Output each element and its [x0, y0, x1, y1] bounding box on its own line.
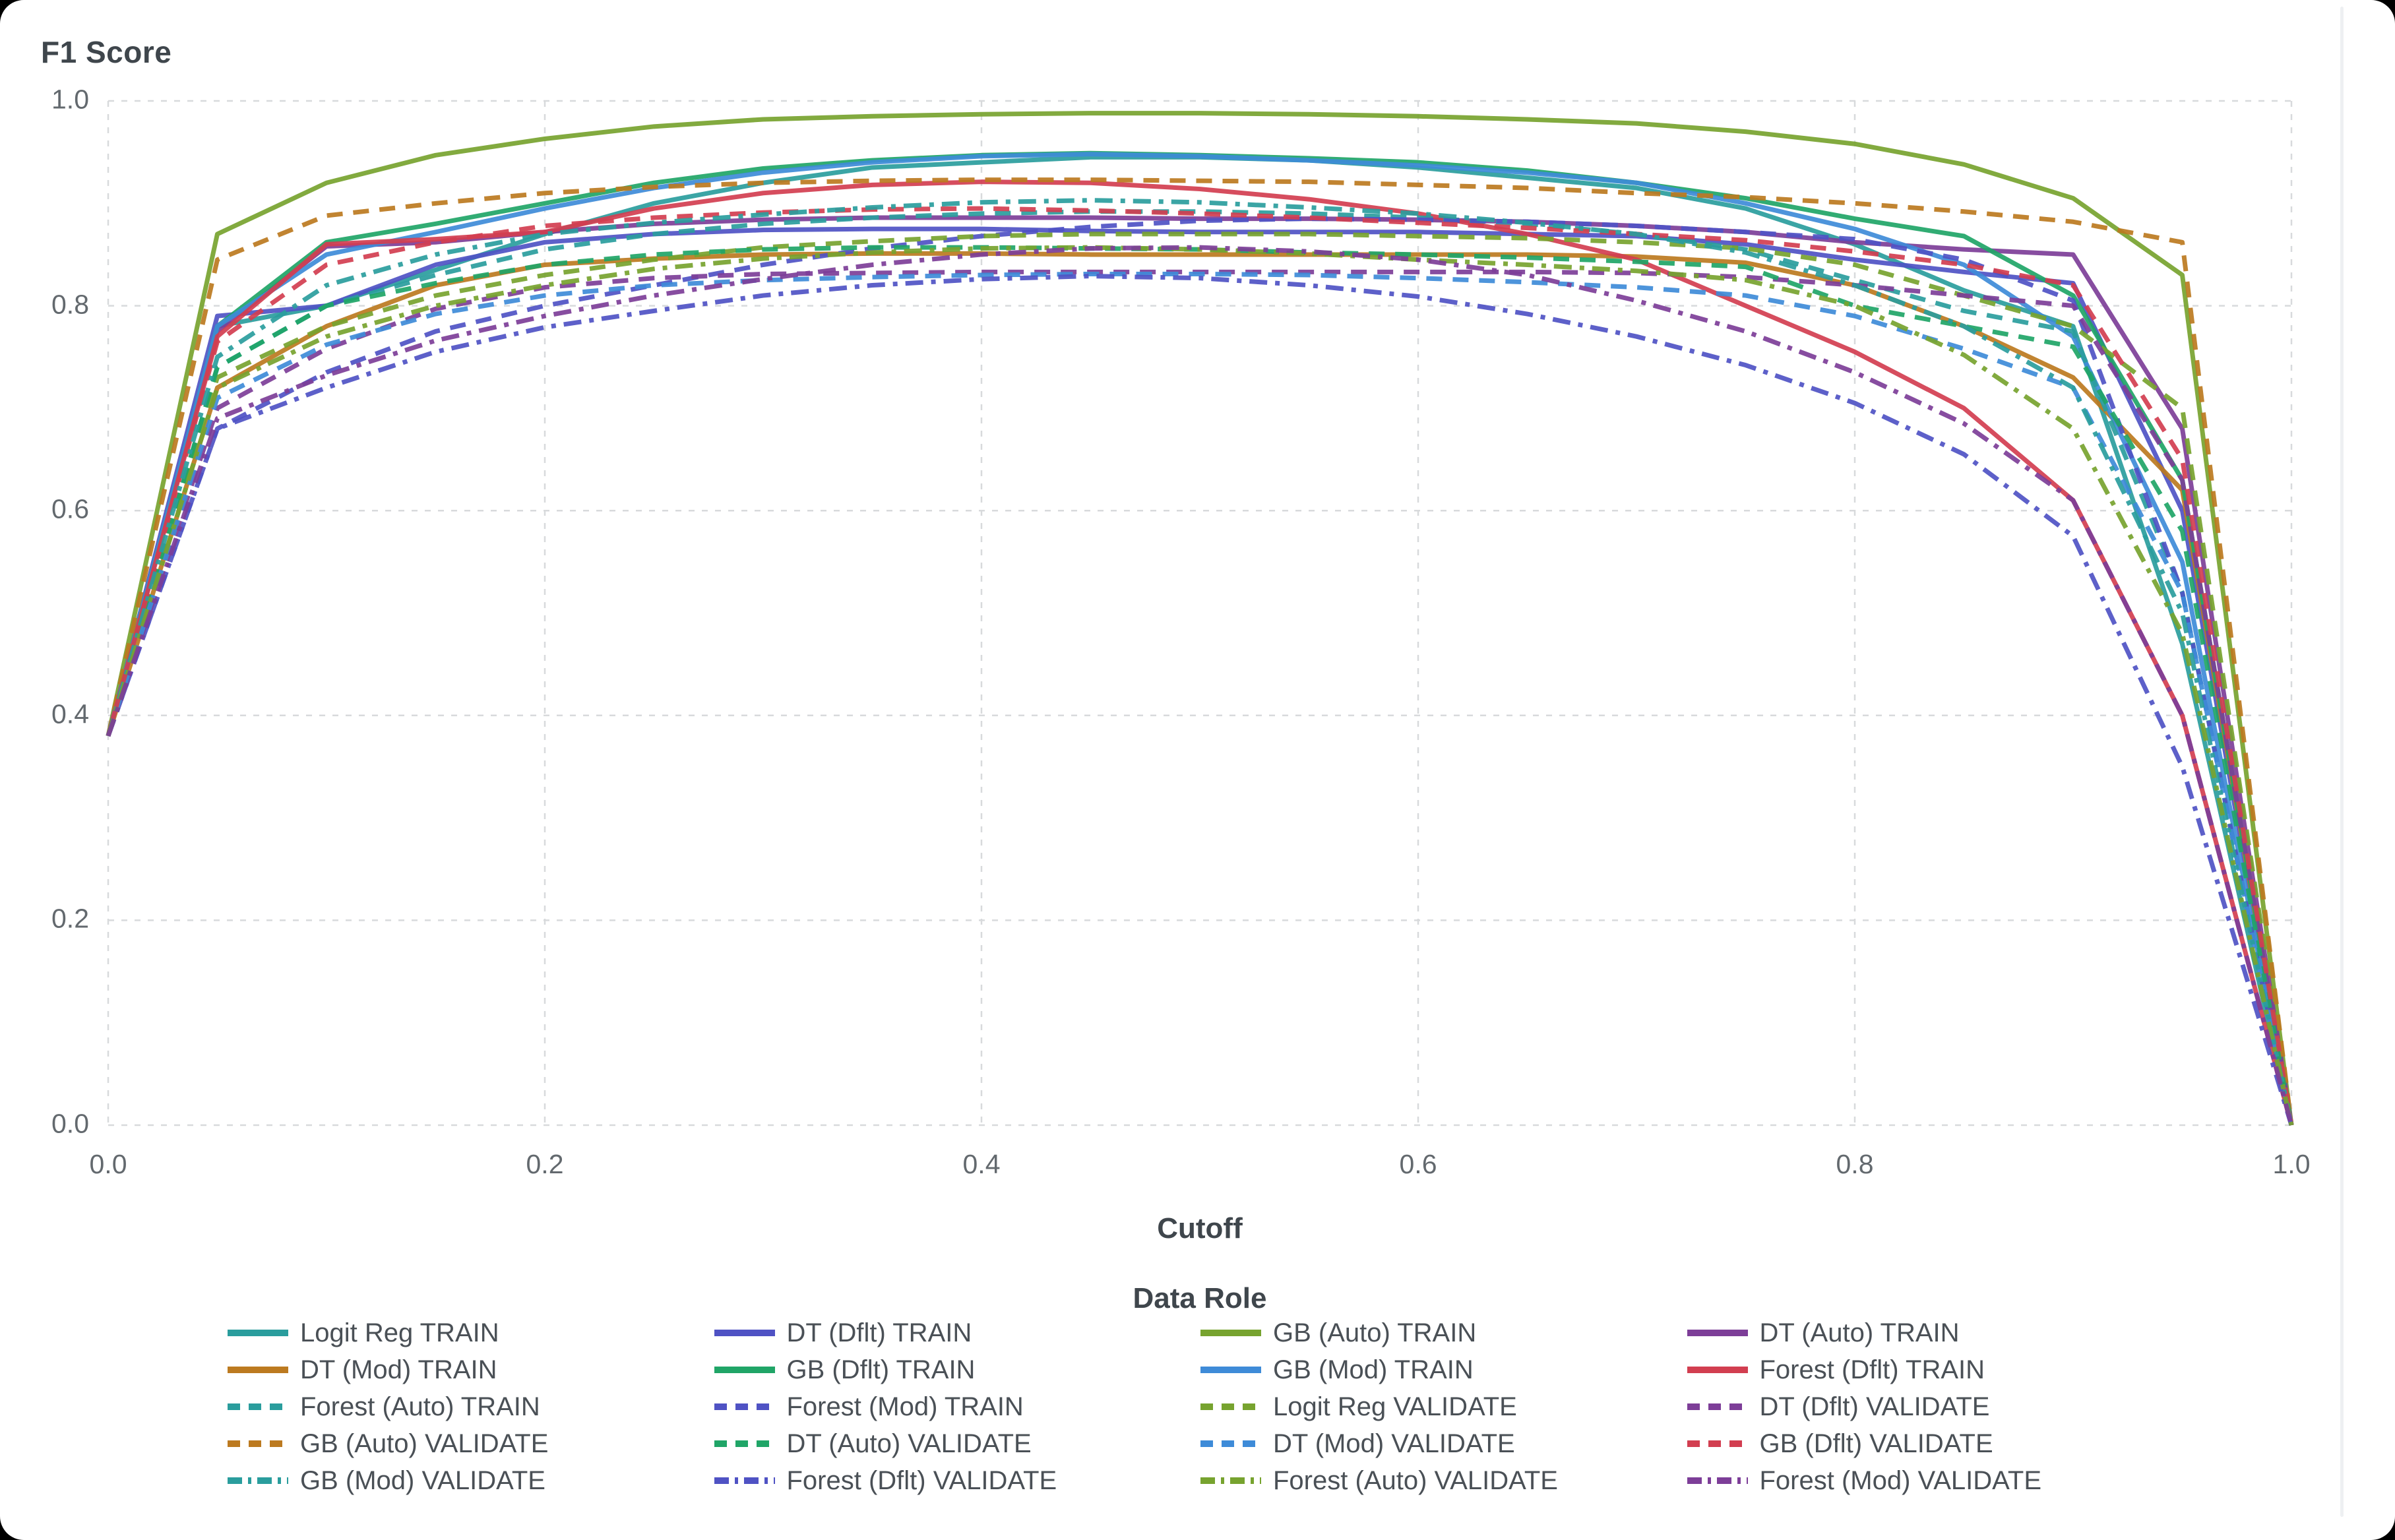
- legend-swatch-line-icon: [1200, 1403, 1261, 1410]
- legend-item-dt-dflt-validate[interactable]: DT (Dflt) VALIDATE: [1687, 1392, 2174, 1422]
- legend-label: DT (Dflt) VALIDATE: [1759, 1392, 1990, 1421]
- legend-label: Forest (Auto) VALIDATE: [1273, 1465, 1558, 1495]
- legend-swatch-line-icon: [1200, 1367, 1261, 1373]
- y-tick-label: 0.8: [51, 289, 89, 320]
- x-tick-label: 1.0: [2272, 1149, 2311, 1179]
- legend-item-gb-mod-validate[interactable]: GB (Mod) VALIDATE: [228, 1465, 714, 1496]
- legend-label: DT (Mod) TRAIN: [300, 1355, 497, 1384]
- legend-label: GB (Auto) TRAIN: [1273, 1318, 1477, 1347]
- legend-item-forest-mod-validate[interactable]: Forest (Mod) VALIDATE: [1687, 1465, 2174, 1496]
- legend-swatch-line-icon: [714, 1330, 775, 1336]
- series-line-dt-mod-validate[interactable]: [106, 271, 2294, 1126]
- legend-swatch-line-icon: [228, 1440, 288, 1447]
- series-line-gb-auto-train[interactable]: [106, 111, 2294, 1126]
- legend-swatch-line-icon: [228, 1477, 288, 1484]
- series-line-gb-mod-validate[interactable]: [106, 198, 2294, 1126]
- legend-swatch-line-icon: [1687, 1477, 1748, 1484]
- legend-item-gb-dflt-train[interactable]: GB (Dflt) TRAIN: [714, 1355, 1201, 1385]
- series-line-gb-dflt-validate[interactable]: [106, 206, 2294, 1126]
- legend-label: GB (Dflt) VALIDATE: [1759, 1429, 1993, 1458]
- legend-item-gb-mod-train[interactable]: GB (Mod) TRAIN: [1200, 1355, 1687, 1385]
- series-line-logit-reg-validate[interactable]: [106, 231, 2294, 1126]
- y-tick-label: 0.0: [51, 1108, 89, 1139]
- legend-swatch-line-icon: [1687, 1367, 1748, 1373]
- legend-item-dt-auto-train[interactable]: DT (Auto) TRAIN: [1687, 1318, 2174, 1348]
- y-axis-title: F1 Score: [41, 35, 172, 69]
- series-line-dt-dflt-validate[interactable]: [106, 269, 2294, 1126]
- legend-item-forest-dflt-train[interactable]: Forest (Dflt) TRAIN: [1687, 1355, 2174, 1385]
- x-tick-label: 0.4: [962, 1149, 1001, 1179]
- x-tick-label: 0.6: [1399, 1149, 1437, 1179]
- legend-label: Forest (Mod) TRAIN: [786, 1392, 1024, 1421]
- legend-label: Forest (Dflt) VALIDATE: [786, 1465, 1057, 1495]
- legend-label: GB (Dflt) TRAIN: [786, 1355, 976, 1384]
- legend-swatch-line-icon: [1687, 1440, 1748, 1447]
- x-tick-label: 0.0: [89, 1149, 127, 1179]
- legend-label: GB (Mod) VALIDATE: [300, 1465, 545, 1495]
- legend: Logit Reg TRAIN DT (Dflt) TRAIN GB (Auto) …: [228, 1318, 2173, 1496]
- y-tick-label: 0.6: [51, 493, 89, 524]
- legend-swatch-line-icon: [714, 1403, 775, 1410]
- legend-swatch-line-icon: [714, 1440, 775, 1447]
- legend-label: Logit Reg VALIDATE: [1273, 1392, 1517, 1421]
- series-line-forest-auto-validate[interactable]: [106, 245, 2294, 1126]
- legend-swatch-line-icon: [714, 1367, 775, 1373]
- series-line-forest-mod-train[interactable]: [106, 216, 2294, 1126]
- legend-item-logit-reg-train[interactable]: Logit Reg TRAIN: [228, 1318, 714, 1348]
- legend-label: Forest (Dflt) TRAIN: [1759, 1355, 1985, 1384]
- y-tick-label: 0.2: [51, 904, 89, 935]
- legend-title: Data Role: [1133, 1282, 1267, 1314]
- series-line-dt-mod-train[interactable]: [106, 251, 2294, 1126]
- series-line-logit-reg-train[interactable]: [106, 154, 2294, 1126]
- legend-item-dt-dflt-train[interactable]: DT (Dflt) TRAIN: [714, 1318, 1201, 1348]
- legend-item-dt-mod-train[interactable]: DT (Mod) TRAIN: [228, 1355, 714, 1385]
- x-axis-title: Cutoff: [1157, 1212, 1243, 1245]
- legend-label: DT (Auto) TRAIN: [1759, 1318, 1960, 1347]
- legend-label: DT (Mod) VALIDATE: [1273, 1429, 1515, 1458]
- legend-swatch-line-icon: [1687, 1330, 1748, 1336]
- legend-swatch-line-icon: [1200, 1330, 1261, 1336]
- legend-item-forest-dflt-validate[interactable]: Forest (Dflt) VALIDATE: [714, 1465, 1201, 1496]
- legend-swatch-line-icon: [1200, 1440, 1261, 1447]
- legend-label: GB (Auto) VALIDATE: [300, 1429, 549, 1458]
- legend-label: Logit Reg TRAIN: [300, 1318, 499, 1347]
- legend-item-gb-auto-validate[interactable]: GB (Auto) VALIDATE: [228, 1429, 714, 1459]
- legend-swatch-line-icon: [228, 1367, 288, 1373]
- right-panel-divider: [2340, 7, 2344, 1517]
- y-tick-label: 0.4: [51, 698, 89, 729]
- series-line-dt-auto-validate[interactable]: [106, 245, 2294, 1126]
- series-line-forest-dflt-validate[interactable]: [106, 274, 2294, 1126]
- x-tick-label: 0.2: [526, 1149, 564, 1179]
- legend-label: GB (Mod) TRAIN: [1273, 1355, 1474, 1384]
- legend-item-dt-mod-validate[interactable]: DT (Mod) VALIDATE: [1200, 1429, 1687, 1459]
- series-line-forest-auto-train[interactable]: [106, 209, 2294, 1126]
- legend-item-forest-auto-validate[interactable]: Forest (Auto) VALIDATE: [1200, 1465, 1687, 1496]
- legend-swatch-line-icon: [228, 1403, 288, 1410]
- legend-item-forest-auto-train[interactable]: Forest (Auto) TRAIN: [228, 1392, 714, 1422]
- legend-item-gb-auto-train[interactable]: GB (Auto) TRAIN: [1200, 1318, 1687, 1348]
- legend-label: DT (Auto) VALIDATE: [786, 1429, 1032, 1458]
- legend-label: Forest (Auto) TRAIN: [300, 1392, 540, 1421]
- series-line-dt-dflt-train[interactable]: [106, 226, 2294, 1126]
- legend-label: Forest (Mod) VALIDATE: [1759, 1465, 2042, 1495]
- legend-swatch-line-icon: [228, 1330, 288, 1336]
- x-tick-label: 0.8: [1836, 1149, 1874, 1179]
- legend-swatch-line-icon: [714, 1477, 775, 1484]
- legend-item-logit-reg-validate[interactable]: Logit Reg VALIDATE: [1200, 1392, 1687, 1422]
- series-line-forest-mod-validate[interactable]: [106, 245, 2294, 1126]
- legend-label: DT (Dflt) TRAIN: [786, 1318, 972, 1347]
- legend-item-gb-dflt-validate[interactable]: GB (Dflt) VALIDATE: [1687, 1429, 2174, 1459]
- series-line-gb-dflt-train[interactable]: [106, 150, 2294, 1126]
- series-line-gb-auto-validate[interactable]: [106, 177, 2294, 1126]
- y-tick-label: 1.0: [51, 84, 89, 115]
- series-line-gb-mod-train[interactable]: [106, 152, 2294, 1126]
- legend-swatch-line-icon: [1687, 1403, 1748, 1410]
- legend-item-dt-auto-validate[interactable]: DT (Auto) VALIDATE: [714, 1429, 1201, 1459]
- legend-item-forest-mod-train[interactable]: Forest (Mod) TRAIN: [714, 1392, 1201, 1422]
- series-line-forest-dflt-train[interactable]: [106, 179, 2294, 1126]
- legend-swatch-line-icon: [1200, 1477, 1261, 1484]
